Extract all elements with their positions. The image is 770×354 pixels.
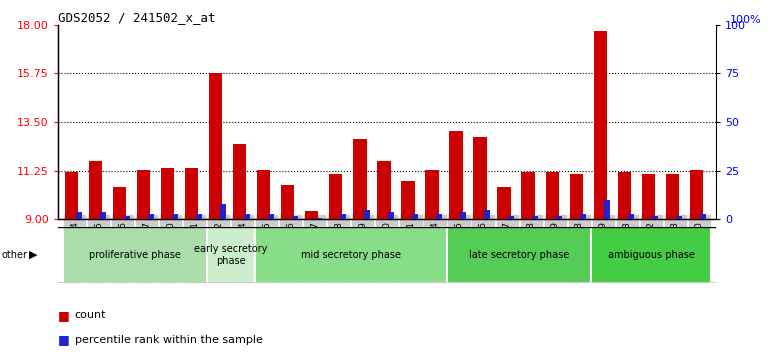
Bar [447,227,591,283]
Bar [185,167,199,219]
Bar [401,181,414,219]
Bar [641,174,654,219]
Bar [412,214,418,219]
Bar [665,174,679,219]
Bar [99,212,105,219]
Text: late secretory phase: late secretory phase [469,250,569,260]
Bar [123,216,129,219]
Bar [196,214,202,219]
Text: other: other [2,250,28,260]
Bar [460,212,466,219]
Bar [209,74,223,219]
Bar [340,214,346,219]
Bar [233,144,246,219]
Text: ambiguous phase: ambiguous phase [608,250,695,260]
Bar [556,216,562,219]
Bar [65,172,79,219]
Bar [113,187,126,219]
Bar [257,170,270,219]
Y-axis label: 100%: 100% [730,15,762,25]
Bar [255,227,447,283]
Text: early secretory
phase: early secretory phase [194,244,267,266]
Bar [330,174,343,219]
Text: percentile rank within the sample: percentile rank within the sample [75,335,263,345]
Bar [268,214,274,219]
Text: count: count [75,310,106,320]
Bar [652,216,658,219]
Text: mid secretory phase: mid secretory phase [301,250,401,260]
Bar [497,187,511,219]
Bar [353,139,367,219]
Bar [137,170,150,219]
Bar [700,214,706,219]
Bar [305,211,319,219]
Bar [450,131,463,219]
Bar [316,217,322,219]
Bar [580,214,586,219]
Bar [388,212,394,219]
Bar [148,214,154,219]
Bar [591,227,711,283]
Bar [281,185,294,219]
Bar [364,210,370,219]
Bar [618,172,631,219]
Bar [604,200,610,219]
Bar [676,216,682,219]
Bar [474,137,487,219]
Text: ▶: ▶ [29,250,38,260]
Bar [206,227,255,283]
Bar [436,214,442,219]
Text: ■: ■ [58,333,69,346]
Bar [292,216,298,219]
Bar [484,210,490,219]
Bar [244,214,249,219]
Bar [521,172,534,219]
Text: ■: ■ [58,309,69,321]
Bar [532,216,538,219]
Bar [425,170,439,219]
Bar [690,170,703,219]
Text: proliferative phase: proliferative phase [89,250,181,260]
Bar [75,212,82,219]
Bar [545,172,559,219]
Text: GDS2052 / 241502_x_at: GDS2052 / 241502_x_at [58,11,216,24]
Bar [628,214,634,219]
Bar [508,216,514,219]
Bar [594,31,607,219]
Bar [377,161,390,219]
Bar [219,204,226,219]
Bar [161,167,174,219]
Bar [89,161,102,219]
Bar [172,214,178,219]
Bar [570,174,583,219]
Bar [62,227,206,283]
